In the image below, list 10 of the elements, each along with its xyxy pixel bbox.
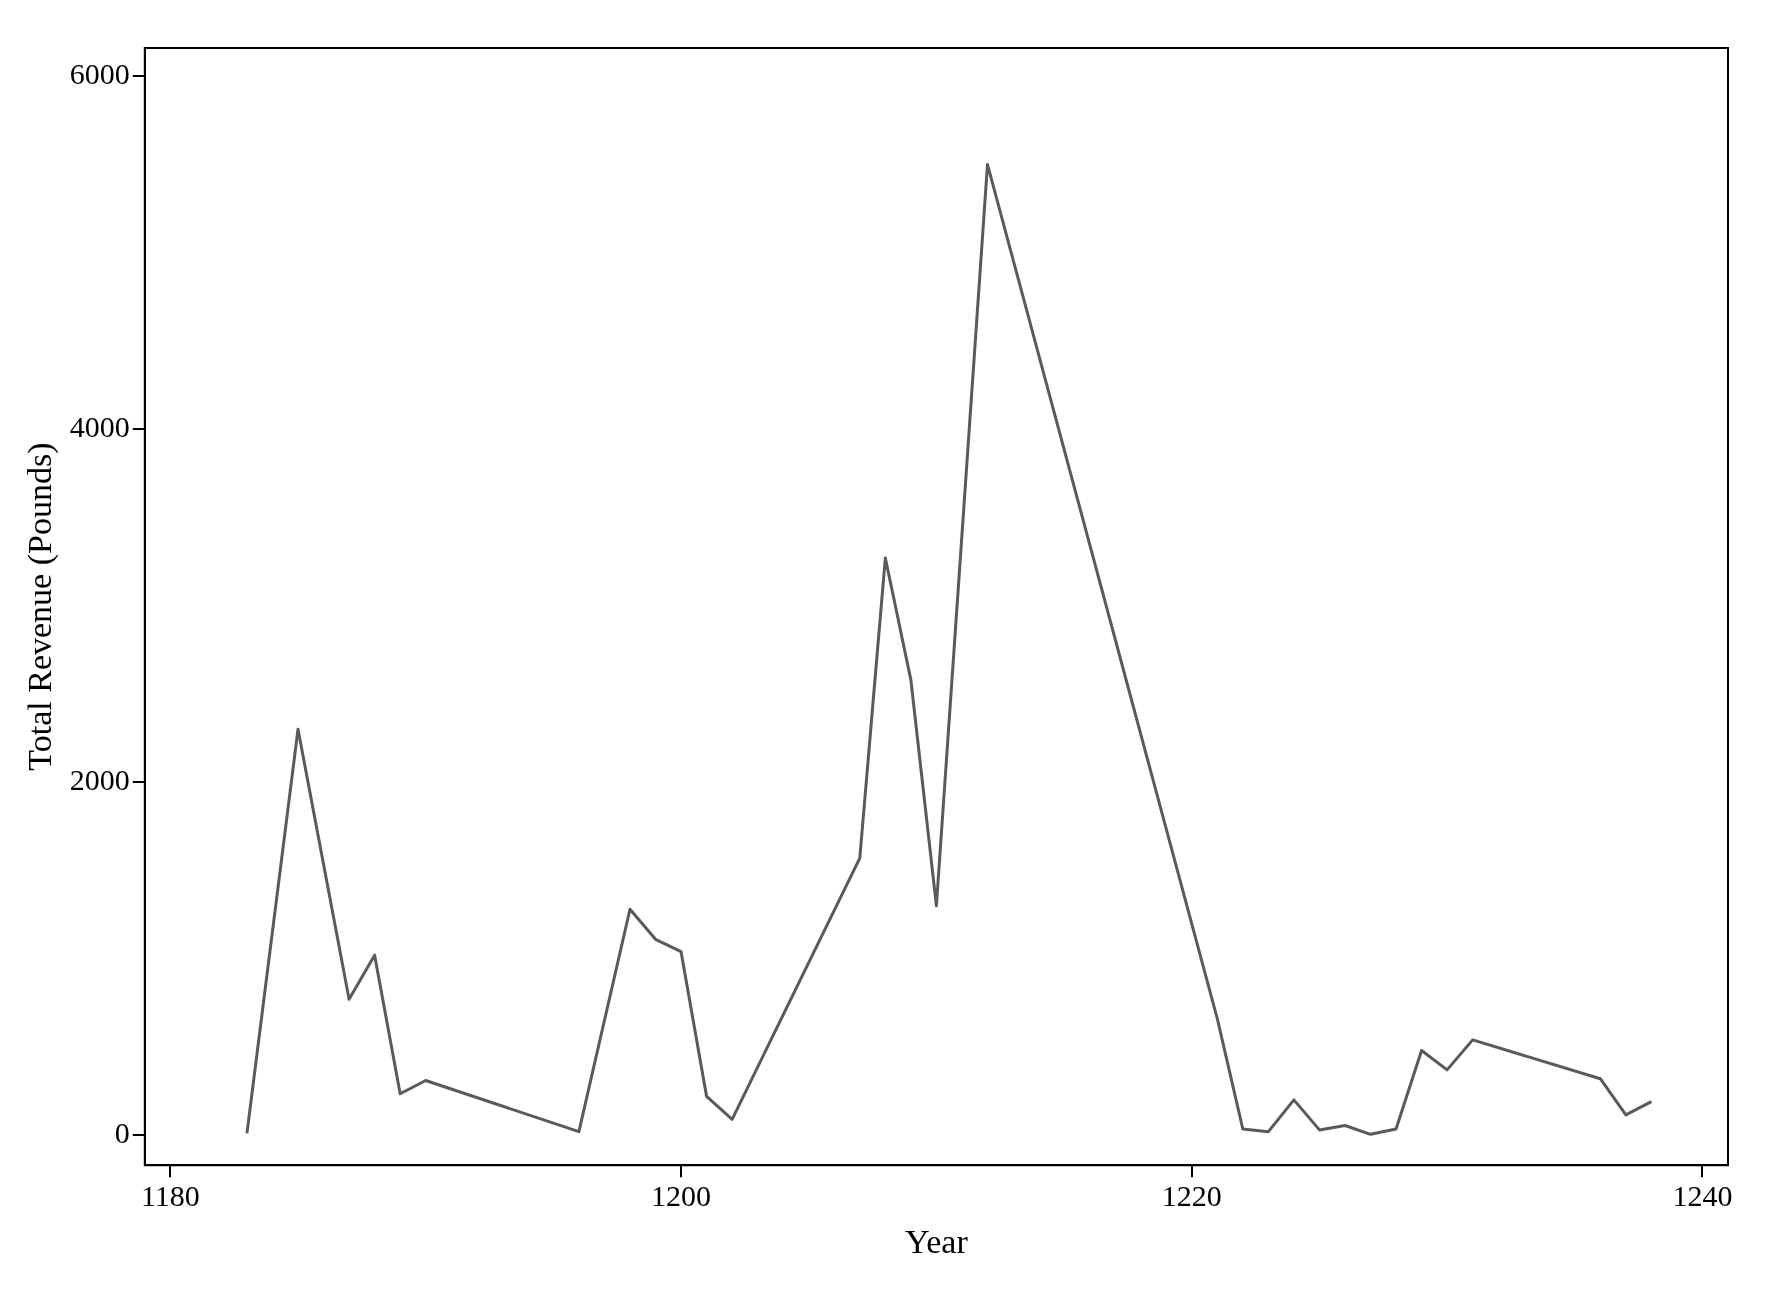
y-tick-label: 2000 [69,763,130,797]
x-tick-label: 1180 [140,1179,200,1213]
y-tick-label: 0 [114,1116,130,1150]
x-tick-label: 1220 [1161,1179,1222,1213]
y-tick-label: 6000 [69,57,130,91]
y-tick-label: 4000 [69,410,130,444]
x-axis-title: Year [905,1222,969,1260]
x-tick-label: 1240 [1672,1179,1733,1213]
x-tick-label: 1200 [651,1179,712,1213]
y-axis-title: Total Revenue (Pounds) [21,442,60,771]
